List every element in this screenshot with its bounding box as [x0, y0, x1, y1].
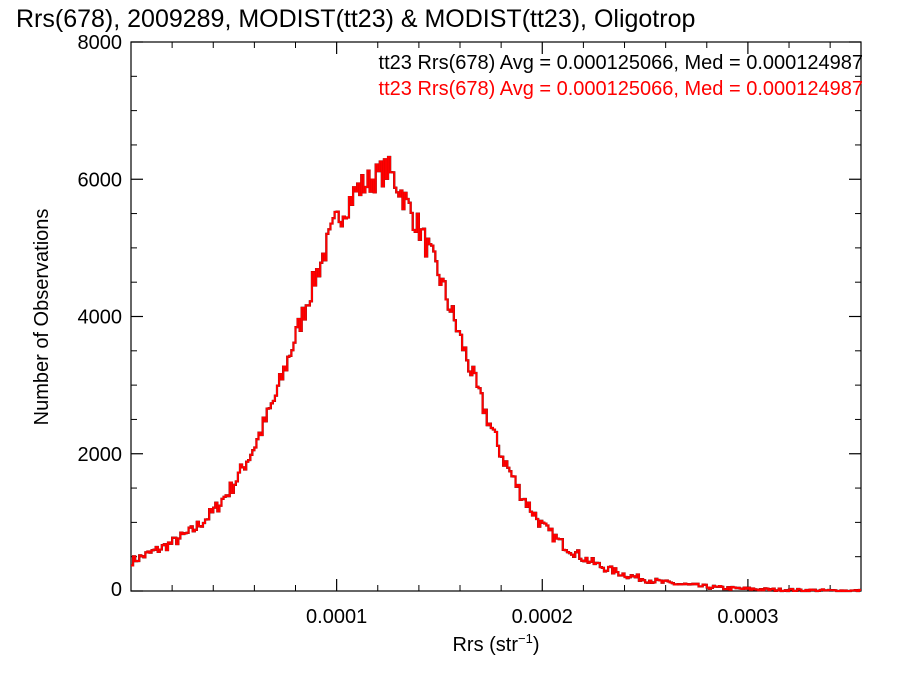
plot-frame — [130, 41, 862, 592]
y-tick-label: 4000 — [78, 307, 123, 329]
x-axis-label-close: ) — [533, 634, 540, 656]
histogram-series-line — [131, 155, 861, 592]
x-tick-label: 0.0002 — [512, 606, 573, 628]
y-axis-ticks: 0 2000 4000 6000 8000 — [78, 32, 861, 601]
annotation-red: tt23 Rrs(678) Avg = 0.000125066, Med = 0… — [379, 78, 863, 100]
y-tick-label: 6000 — [78, 169, 123, 191]
x-axis-label: Rrs (str−1) — [452, 631, 539, 656]
x-tick-label: 0.0001 — [306, 606, 367, 628]
y-tick-label: 8000 — [78, 32, 123, 54]
y-tick-label: 0 — [111, 579, 122, 601]
x-axis-label-main: Rrs (str — [452, 634, 518, 656]
y-axis-label: Number of Observations — [31, 209, 53, 426]
histogram-series — [131, 155, 861, 593]
histogram-series-line — [131, 155, 861, 593]
y-tick-label: 2000 — [78, 444, 123, 466]
x-tick-label: 0.0003 — [717, 606, 778, 628]
x-axis-label-exponent: −1 — [518, 631, 533, 646]
chart-title: Rrs(678), 2009289, MODIST(tt23) & MODIST… — [16, 5, 695, 33]
x-axis-ticks: 0.0001 0.0002 0.0003 — [171, 42, 831, 628]
annotation-black: tt23 Rrs(678) Avg = 0.000125066, Med = 0… — [379, 52, 863, 74]
